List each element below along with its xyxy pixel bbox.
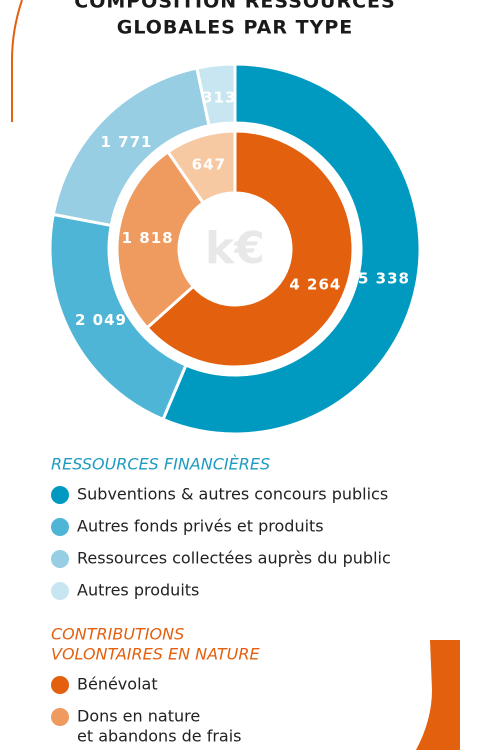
donut-slice: [195, 62, 237, 128]
legend-label: Bénévolat: [77, 675, 158, 694]
legend-swatch: [51, 708, 69, 726]
legend-label: Autres fonds privés et produits: [77, 517, 324, 536]
legend-label: Ressources collectées auprès du public: [77, 549, 391, 568]
center-hole: [181, 195, 289, 303]
chart-title: GLOBALES PAR TYPE: [117, 17, 354, 39]
legend-heading: RESSOURCES FINANCIÈRES: [51, 455, 270, 474]
legend-heading: VOLONTAIRES EN NATURE: [51, 645, 260, 664]
donut-slice: [165, 129, 237, 205]
value-label: 647: [192, 155, 226, 173]
chart-title: COMPOSITION RESSOURCES: [74, 0, 395, 13]
legend-swatch: [51, 582, 69, 600]
value-label: 5 338: [358, 270, 410, 288]
decoration: [416, 640, 460, 750]
donut-slice: [161, 62, 422, 436]
center-label: k€: [205, 223, 265, 274]
legend-label: Dons en nature: [77, 707, 200, 726]
donut-slice: [145, 129, 355, 369]
legend-swatch: [51, 676, 69, 694]
legend-swatch: [51, 518, 69, 536]
legend-swatch: [51, 550, 69, 568]
legend-heading: CONTRIBUTIONS: [51, 625, 184, 644]
legend-label: Subventions & autres concours publics: [77, 485, 388, 504]
value-label: 1 818: [122, 229, 174, 247]
value-label: 313: [202, 88, 236, 106]
value-label: 4 264: [289, 275, 341, 293]
decoration: [11, 0, 23, 122]
legend-label: et abandons de frais: [77, 727, 242, 746]
legend-swatch: [51, 486, 69, 504]
legend-label: Autres produits: [77, 581, 199, 600]
value-label: 2 049: [75, 311, 127, 329]
value-label: 1 771: [100, 133, 152, 151]
donut-slice: [115, 149, 206, 330]
